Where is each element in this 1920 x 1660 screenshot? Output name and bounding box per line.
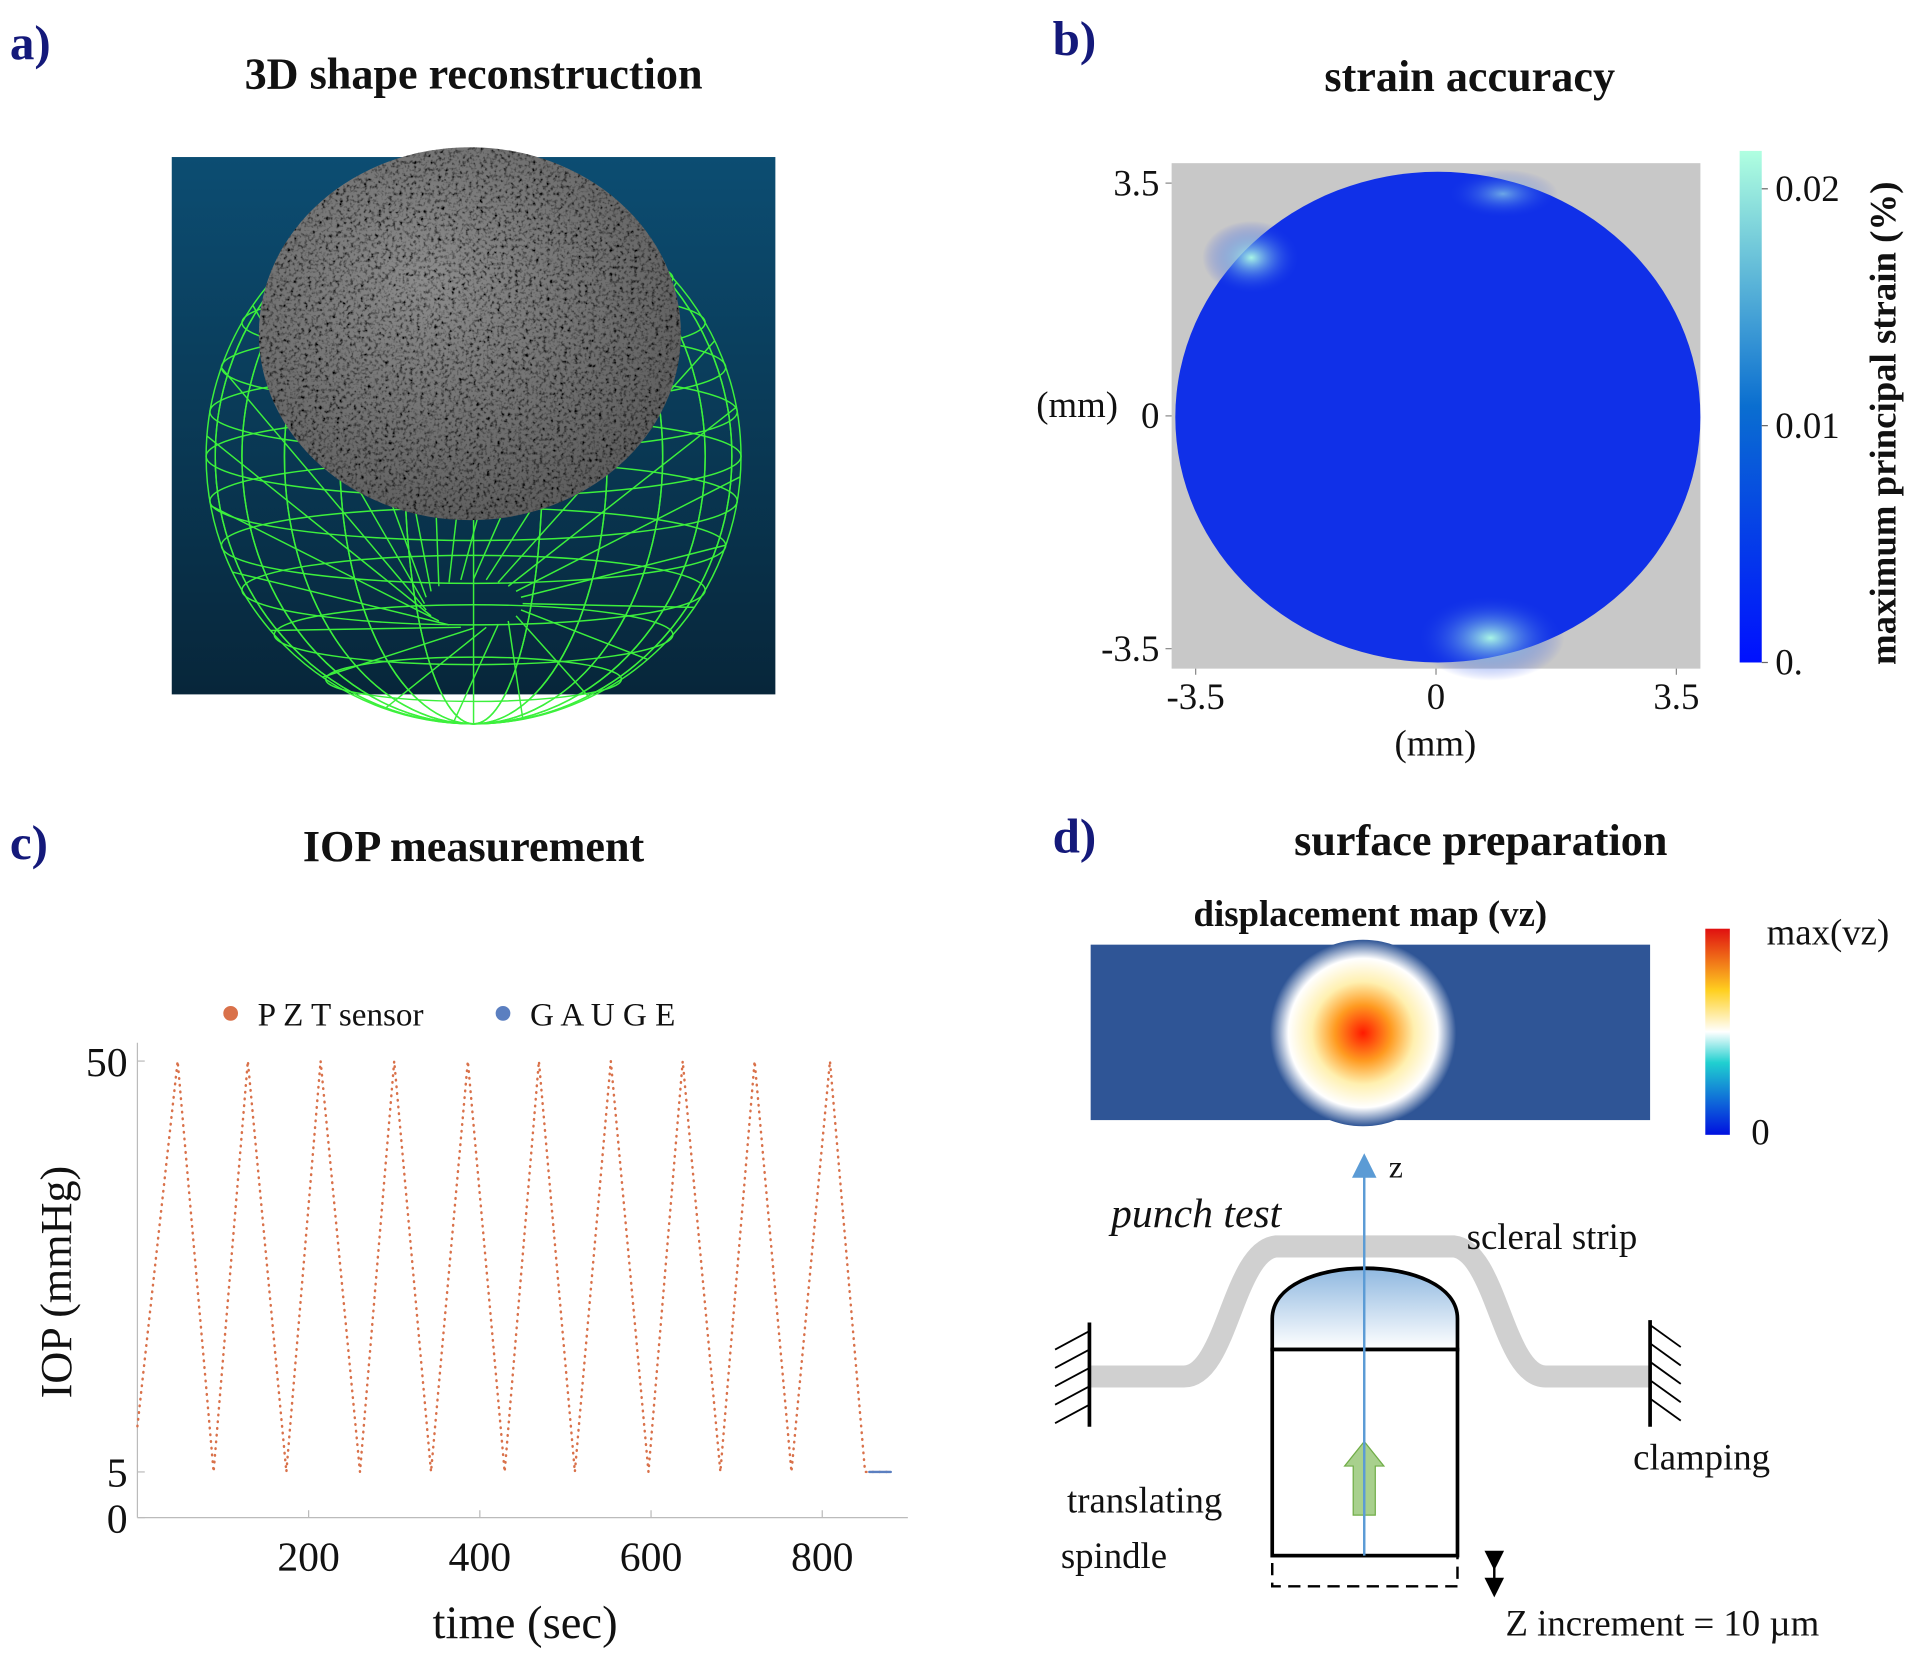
colorbar-tick-label: 0.01 xyxy=(1775,405,1839,446)
z-label: z xyxy=(1389,1150,1403,1185)
wire-edge xyxy=(522,602,695,609)
colorbar-tick-label: 0. xyxy=(1775,642,1803,683)
legend-marker xyxy=(495,1006,511,1021)
colorbar-tick-label: 0.02 xyxy=(1775,168,1839,209)
x-tick-label: 400 xyxy=(449,1534,512,1580)
wire-edge xyxy=(515,476,741,592)
colorbar xyxy=(1739,150,1762,663)
legend-marker xyxy=(223,1006,239,1021)
y-tick-label: 0 xyxy=(107,1496,128,1542)
wire-edge xyxy=(507,406,737,587)
panel-title: strain accuracy xyxy=(1324,52,1615,101)
wire-edge xyxy=(520,609,648,661)
colorbar-max: max(vz) xyxy=(1767,912,1890,953)
y-tick-label: 3.5 xyxy=(1113,162,1159,203)
strain-hotspot xyxy=(1202,220,1301,295)
wire-edge xyxy=(452,624,499,724)
wire-edge xyxy=(322,627,474,678)
legend-label: G A U G E xyxy=(530,997,675,1034)
x-tick-label: -3.5 xyxy=(1167,676,1225,717)
panel-label: d) xyxy=(1053,809,1097,864)
increment-label: Z increment = 10 µm xyxy=(1505,1602,1819,1643)
panel-label: a) xyxy=(10,15,51,70)
wire-edge xyxy=(520,544,727,598)
colorbar-min: 0 xyxy=(1751,1112,1769,1153)
strain-hotspot xyxy=(1416,595,1565,681)
panel-title: 3D shape reconstruction xyxy=(245,49,703,98)
wire-parallel xyxy=(273,604,674,666)
wire-edge xyxy=(206,435,432,617)
x-tick-label: 600 xyxy=(620,1534,683,1580)
clamping-label: clamping xyxy=(1633,1437,1770,1478)
x-tick-label: 3.5 xyxy=(1653,676,1699,717)
y-axis-label: (mm) xyxy=(1036,384,1118,425)
hatching xyxy=(1054,1324,1682,1424)
strain-map xyxy=(1175,171,1701,663)
y-axis-label: IOP (mmHg) xyxy=(32,1166,81,1399)
x-tick-label: 800 xyxy=(791,1534,854,1580)
sphere-surface xyxy=(258,147,681,521)
y-tick-label: 5 xyxy=(107,1451,128,1497)
x-tick-label: 200 xyxy=(277,1534,340,1580)
wire-edge xyxy=(515,615,590,699)
map-title: displacement map (vz) xyxy=(1194,893,1548,934)
y-tick-label: 0 xyxy=(1141,395,1159,436)
x-axis-label: time (sec) xyxy=(433,1597,618,1649)
legend-label: P Z T sensor xyxy=(258,997,424,1034)
x-axis-label: (mm) xyxy=(1395,723,1477,764)
panel-c: c) IOP measurement IOP (mmHg) time (sec)… xyxy=(10,815,908,1649)
wire-parallel xyxy=(324,656,623,703)
y-tick-label: 50 xyxy=(86,1040,128,1086)
wire-edge xyxy=(232,571,450,626)
scleral-strip-label: scleral strip xyxy=(1467,1216,1638,1257)
spindle-label: spindle xyxy=(1061,1535,1167,1576)
strain-hotspot xyxy=(1447,169,1559,219)
wire-edge xyxy=(507,620,524,720)
panel-label: c) xyxy=(10,815,48,870)
x-tick-label: 0 xyxy=(1427,676,1445,717)
punch-test-label: punch test xyxy=(1108,1191,1283,1237)
displacement-spot xyxy=(1269,939,1457,1127)
panel-d: d) surface preparation displacement map … xyxy=(1053,809,1890,1644)
wire-edge xyxy=(270,626,461,632)
y-tick-label: -3.5 xyxy=(1101,628,1159,669)
wire-parallel xyxy=(241,554,706,626)
increment-box xyxy=(1271,1554,1459,1588)
panel-title: IOP measurement xyxy=(303,822,645,871)
panel-a: a) 3D shape reconstruction xyxy=(10,15,776,725)
panel-title: surface preparation xyxy=(1294,816,1667,865)
panel-label: b) xyxy=(1053,11,1097,66)
series-line xyxy=(136,1060,892,1474)
translating-label: translating xyxy=(1067,1480,1222,1521)
colorbar-label: maximum principal strain (%) xyxy=(1862,182,1903,665)
panel-b: b) strain accuracy (mm) (mm) maximum pri… xyxy=(1036,11,1903,764)
colorbar xyxy=(1705,928,1730,1135)
wire-edge xyxy=(210,505,440,622)
wire-edge xyxy=(220,367,427,611)
wire-edge xyxy=(384,626,487,710)
